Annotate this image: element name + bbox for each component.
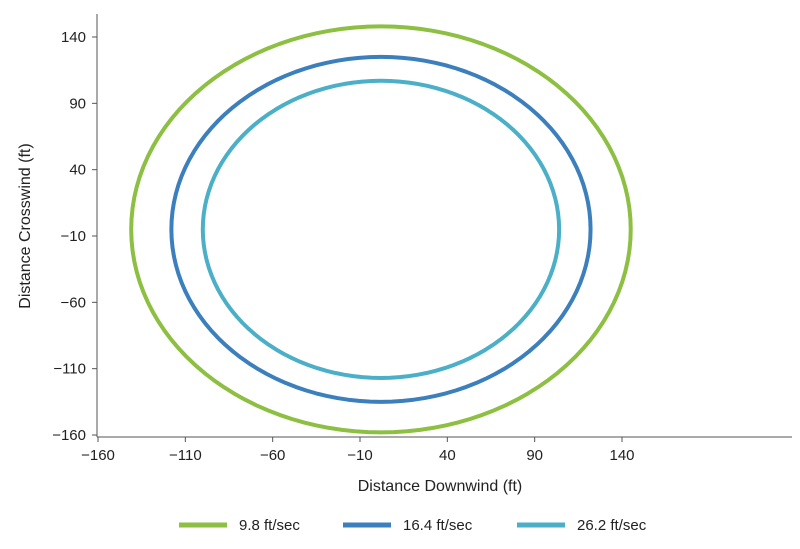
y-tick-label: 40 <box>69 162 86 179</box>
y-ticks: 140 90 40 −10 −60 −110 −160 <box>52 29 97 444</box>
legend-label: 26.2 ft/sec <box>577 517 647 534</box>
plot-area <box>129 24 633 435</box>
y-tick-label: −110 <box>53 361 86 378</box>
legend: 9.8 ft/sec 16.4 ft/sec 26.2 ft/sec <box>179 517 647 534</box>
x-tick-label: 90 <box>526 447 543 464</box>
x-tick-label: 140 <box>609 447 634 464</box>
legend-item: 9.8 ft/sec <box>179 517 300 534</box>
y-tick-label: −160 <box>52 427 86 444</box>
x-tick-label: −160 <box>81 447 115 464</box>
series-line-2 <box>169 54 593 404</box>
x-tick-label: −60 <box>260 447 285 464</box>
y-tick-label: 90 <box>69 95 86 112</box>
y-axis-title: Distance Crosswind (ft) <box>17 143 34 308</box>
x-axis-title: Distance Downwind (ft) <box>358 478 523 495</box>
x-tick-label: −10 <box>347 447 372 464</box>
x-tick-label: 40 <box>439 447 456 464</box>
series-line-3 <box>200 78 562 380</box>
series-line-1 <box>129 24 633 435</box>
y-tick-label: −10 <box>61 228 86 245</box>
x-ticks: −160 −110 −60 −10 40 90 140 <box>81 437 635 464</box>
legend-label: 16.4 ft/sec <box>403 517 473 534</box>
legend-label: 9.8 ft/sec <box>239 517 300 534</box>
x-tick-label: −110 <box>169 447 202 464</box>
y-tick-label: −60 <box>61 294 86 311</box>
legend-item: 16.4 ft/sec <box>343 517 473 534</box>
axes <box>96 14 792 438</box>
y-tick-label: 140 <box>61 29 86 46</box>
legend-item: 26.2 ft/sec <box>517 517 647 534</box>
